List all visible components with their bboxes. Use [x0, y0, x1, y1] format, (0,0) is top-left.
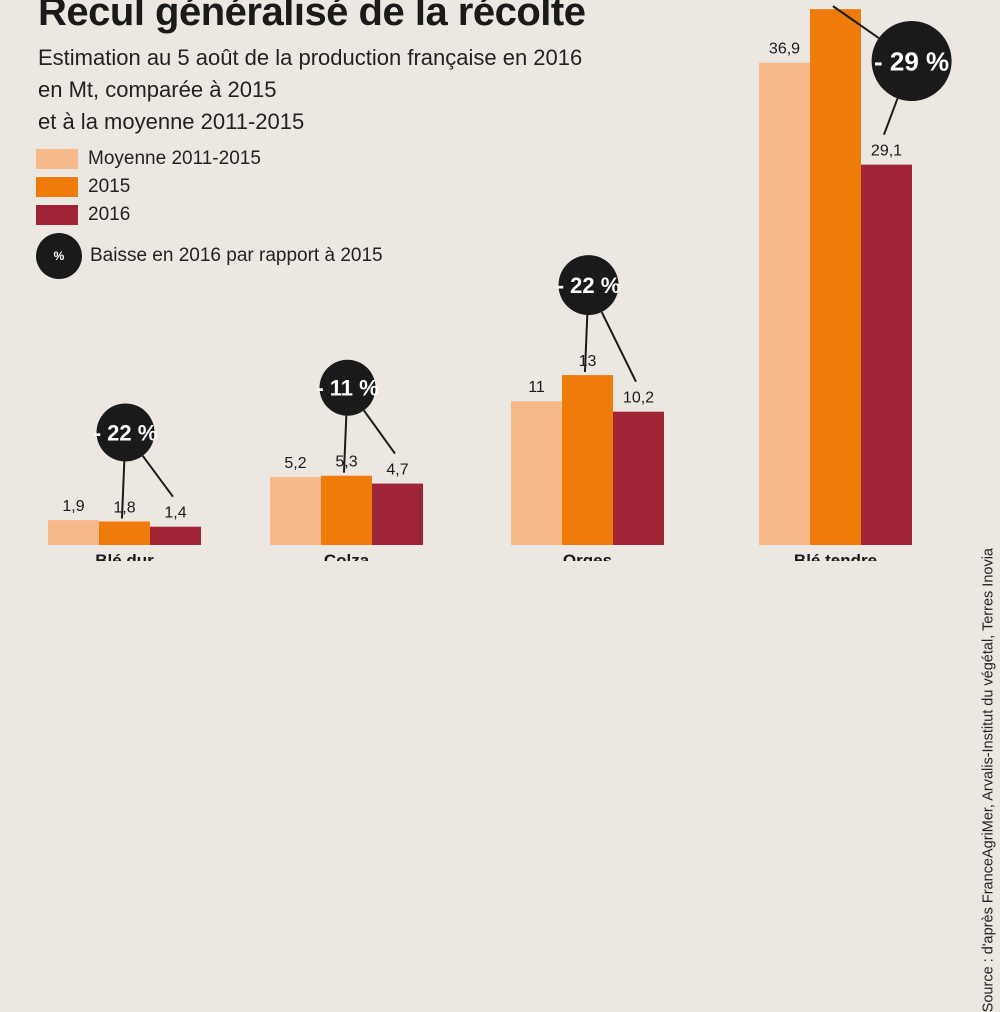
data-label: 1,4	[164, 505, 186, 522]
chart-title: Recul généralisé de la récolte	[38, 0, 586, 34]
source-text: Source : d'après FranceAgriMer, Arvalis-…	[980, 548, 996, 1012]
legend-label: Baisse en 2016 par rapport à 2015	[90, 245, 383, 266]
bar-ble-dur-2016	[150, 526, 201, 545]
subtitle-line: et à la moyenne 2011-2015	[38, 109, 305, 134]
drop-label: - 22 %	[557, 273, 621, 298]
drop-connector	[141, 455, 174, 498]
bar-orges-2016	[613, 411, 664, 545]
legend-swatch-moyenne	[36, 149, 78, 169]
drop-connector	[600, 311, 637, 383]
drop-label: - 11 %	[316, 376, 378, 401]
drop-connector	[120, 461, 126, 519]
subtitle-line: en Mt, comparée à 2015	[38, 77, 277, 102]
bar-ble-dur-2015	[99, 521, 150, 545]
data-label: 1,8	[113, 499, 135, 516]
legend-item-moyenne: Moyenne 2011-2015	[36, 145, 383, 173]
drop-connector	[363, 409, 396, 455]
source-note: Source : d'après FranceAgriMer, Arvalis-…	[980, 548, 1000, 1012]
data-label: 5,2	[284, 455, 306, 472]
drop-connector	[342, 415, 348, 473]
bar-colza-2016	[372, 483, 423, 545]
bar-ble-tendre-moyenne-2011-2015	[759, 62, 810, 545]
subtitle-line: Estimation au 5 août de la production fr…	[38, 45, 583, 70]
data-label: 1,9	[62, 498, 84, 515]
drop-connector	[832, 5, 880, 39]
bar-ble-tendre-2015	[810, 9, 861, 545]
category-label: Blé tendre	[794, 551, 877, 561]
bar-orges-2015	[562, 375, 613, 545]
data-label: 36,9	[769, 41, 800, 58]
legend-drop-circle: %	[36, 233, 82, 279]
category-label: Colza	[324, 551, 370, 561]
legend-swatch-2015	[36, 177, 78, 197]
data-label: 11	[528, 379, 545, 396]
data-label: 5,3	[335, 454, 357, 471]
legend-item-2016: 2016	[36, 201, 383, 229]
bar-colza-2015	[321, 475, 372, 545]
legend-label: Moyenne 2011-2015	[88, 148, 261, 169]
bar-colza-moyenne-2011-2015	[270, 477, 321, 545]
legend-item-drop: % Baisse en 2016 par rapport à 2015	[36, 233, 383, 279]
data-label: 10,2	[623, 390, 654, 407]
bar-ble-tendre-2016	[861, 164, 912, 545]
bar-ble-dur-moyenne-2011-2015	[48, 520, 99, 545]
category-label: Orges	[563, 551, 612, 561]
category-label: Blé dur	[95, 551, 154, 561]
drop-connector	[583, 315, 589, 373]
data-label: 29,1	[871, 143, 902, 160]
legend-label: 2016	[88, 204, 131, 225]
drop-badge-colza	[319, 359, 376, 416]
data-label: 4,7	[386, 462, 408, 479]
drop-badge-orges	[558, 255, 619, 316]
legend-swatch-2016	[36, 205, 78, 225]
legend-label: 2015	[88, 176, 131, 197]
drop-connector	[883, 98, 899, 136]
data-label: 13	[579, 353, 597, 370]
drop-label: - 22 %	[94, 420, 158, 445]
drop-badge-ble-tendre	[871, 21, 952, 101]
drop-label: - 29 %	[874, 46, 949, 76]
chart-subtitle: Estimation au 5 août de la production fr…	[38, 42, 618, 138]
bar-chart: 1,9 1,8 1,4 - 22 % Blé dur 5,2 5,3 4,7 - 11 % Col…	[48, 5, 952, 561]
legend-item-2015: 2015	[36, 173, 383, 201]
legend: Moyenne 2011-2015 2015 2016 % Baisse en …	[36, 145, 383, 279]
drop-badge-ble-dur	[96, 403, 155, 462]
bar-orges-moyenne-2011-2015	[511, 401, 562, 545]
